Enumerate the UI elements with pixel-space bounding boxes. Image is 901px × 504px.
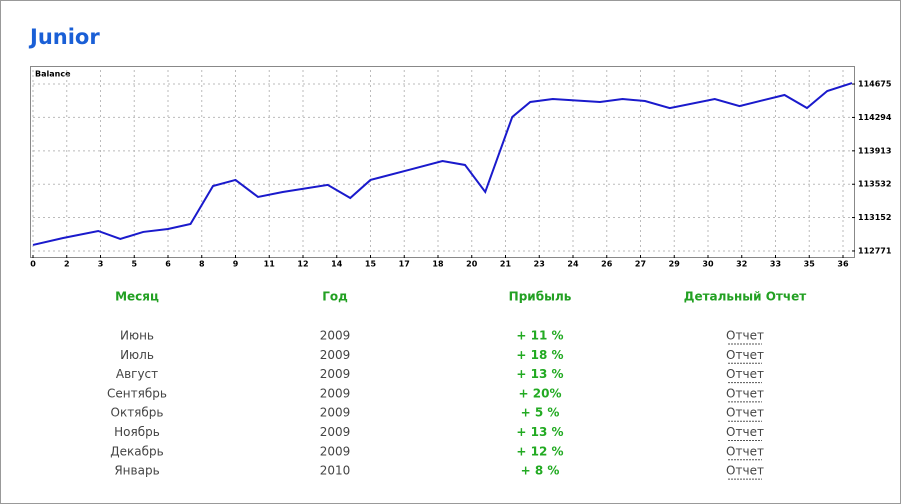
x-tick-label: 2 [64,260,70,269]
report-link[interactable]: Отчет [726,386,764,400]
table-cell: Ноябрь [114,425,160,439]
x-tick-label: 17 [399,260,410,269]
x-tick-label: 33 [770,260,781,269]
table-cell: + 12 % [516,444,563,458]
y-tick-label: 114675 [858,80,892,89]
page-title: Junior [28,25,100,49]
table-cell: 2009 [320,329,351,343]
x-tick-label: 26 [601,260,613,269]
x-tick-label: 0 [30,260,36,269]
report-link[interactable]: Отчет [726,406,764,420]
column-header: Месяц [115,290,159,304]
table-cell: 2009 [320,367,351,381]
table-cell: 2009 [320,386,351,400]
table-cell: + 13 % [516,367,563,381]
x-tick-label: 9 [233,260,239,269]
x-tick-label: 18 [432,260,444,269]
y-tick-label: 113152 [858,213,891,222]
chart-title: Balance [35,70,71,79]
x-tick-label: 27 [635,260,646,269]
x-tick-label: 15 [365,260,377,269]
x-tick-label: 5 [131,260,137,269]
report-link[interactable]: Отчет [726,329,764,343]
x-tick-label: 3 [98,260,104,269]
x-tick-label: 8 [199,260,205,269]
table-cell: + 18 % [516,348,563,362]
table-cell: Август [116,367,158,381]
x-tick-label: 24 [567,260,579,269]
table-cell: 2009 [320,406,351,420]
report-link[interactable]: Отчет [726,444,764,458]
report-link[interactable]: Отчет [726,464,764,478]
x-tick-label: 14 [331,260,343,269]
column-header: Год [322,290,348,304]
report-link[interactable]: Отчет [726,367,764,381]
table-cell: Октябрь [111,406,164,420]
table-cell: Январь [114,464,159,478]
x-tick-label: 35 [804,260,816,269]
report-link[interactable]: Отчет [726,348,764,362]
y-tick-label: 112771 [858,246,892,255]
x-tick-label: 11 [264,260,276,269]
table-cell: + 5 % [521,406,560,420]
table-cell: 2009 [320,444,351,458]
x-tick-label: 36 [837,260,849,269]
x-tick-label: 29 [669,260,681,269]
column-header: Детальный Отчет [684,290,807,304]
table-cell: + 11 % [516,329,563,343]
table-cell: Июнь [120,329,154,343]
table-cell: Июль [120,348,154,362]
y-tick-label: 114294 [858,113,892,122]
x-tick-label: 12 [297,260,308,269]
table-cell: 2010 [320,464,351,478]
table-cell: Декабрь [110,444,163,458]
x-tick-label: 30 [702,260,714,269]
table-cell: 2009 [320,425,351,439]
table-cell: + 20% [519,386,562,400]
table-cell: + 8 % [521,464,560,478]
y-tick-label: 113913 [858,146,891,155]
report-link[interactable]: Отчет [726,425,764,439]
table-cell: + 13 % [516,425,563,439]
column-header: Прибыль [509,290,572,304]
table-cell: 2009 [320,348,351,362]
x-tick-label: 21 [500,260,512,269]
balance-line [32,82,853,246]
x-tick-label: 32 [736,260,747,269]
table-cell: Сентябрь [107,386,167,400]
x-tick-label: 20 [466,260,478,269]
x-tick-label: 23 [534,260,545,269]
x-tick-label: 6 [165,260,171,269]
y-tick-label: 113532 [858,180,891,189]
